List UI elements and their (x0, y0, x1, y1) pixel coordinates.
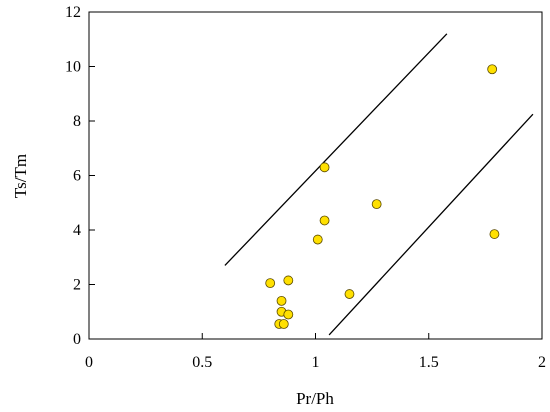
data-point (265, 278, 276, 289)
data-point (371, 199, 382, 210)
data-point (487, 64, 498, 75)
x-tick-label: 0 (85, 354, 93, 371)
y-tick-label: 6 (73, 168, 81, 185)
x-axis-title: Pr/Ph (296, 389, 334, 408)
y-axis-title: Ts/Tm (11, 154, 30, 198)
data-point (278, 319, 289, 329)
y-axis-ticks: 0 2 4 6 8 10 12 (65, 4, 95, 348)
y-tick-label: 4 (73, 222, 81, 239)
x-tick-label: 2 (538, 354, 546, 371)
data-point (489, 229, 500, 239)
data-point (276, 295, 287, 306)
y-tick-label: 2 (73, 277, 81, 294)
data-point (283, 309, 294, 320)
data-point (283, 275, 294, 286)
y-tick-label: 12 (65, 4, 81, 21)
x-tick-label: 1 (312, 354, 320, 371)
data-point (319, 162, 330, 173)
data-point (344, 289, 355, 299)
x-axis-ticks: 0 0.5 1 1.5 2 (85, 333, 546, 371)
x-tick-label: 0.5 (192, 354, 212, 371)
trend-line (328, 113, 534, 336)
data-point (319, 215, 330, 226)
data-points (265, 64, 500, 329)
data-point (312, 234, 323, 245)
y-tick-label: 10 (65, 59, 81, 76)
x-tick-label: 1.5 (419, 354, 439, 371)
trend-lines (224, 33, 534, 336)
plot-frame (88, 11, 543, 340)
y-tick-label: 8 (73, 113, 81, 130)
trend-line (224, 33, 448, 266)
y-tick-label: 0 (73, 331, 81, 348)
